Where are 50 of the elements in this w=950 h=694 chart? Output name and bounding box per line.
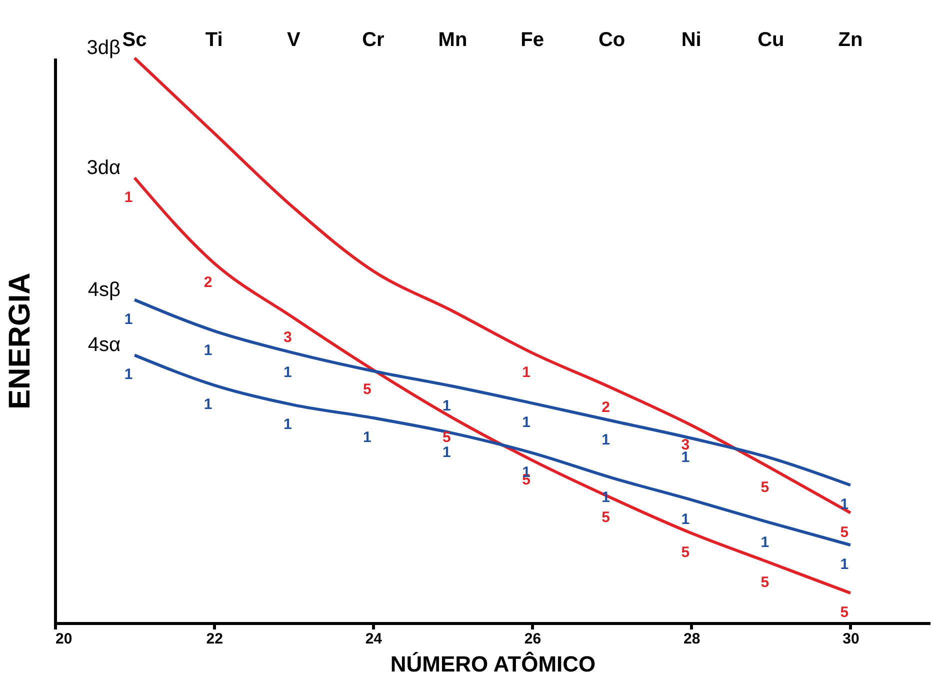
text: Sc: [122, 29, 147, 51]
text: Mn: [438, 29, 468, 51]
series-label: 4sα: [88, 334, 121, 356]
annotation: 2: [602, 398, 610, 416]
annotation: 5: [840, 524, 849, 541]
annotation: 1: [681, 510, 690, 528]
x-tick-label: 30: [842, 630, 860, 648]
text: Ti: [205, 29, 223, 51]
annotation: 1: [124, 188, 133, 206]
annotation: 1: [363, 428, 372, 446]
annotation: 1: [204, 342, 212, 359]
annotation: 1: [522, 364, 530, 381]
x-tick-label: 20: [56, 630, 72, 648]
text: Fe: [520, 29, 544, 51]
text: Zn: [838, 29, 863, 51]
annotation: 2: [204, 274, 212, 292]
x-axis-title: NÚMERO ATÔMICO: [390, 652, 596, 676]
series-label: 3dα: [86, 156, 121, 179]
x-tick-label: 22: [206, 630, 223, 648]
annotation: 5: [442, 428, 451, 446]
annotation: 1: [204, 396, 212, 414]
annotation: 5: [681, 544, 690, 562]
x-tick-label: 26: [524, 630, 542, 648]
annotation: 1: [760, 534, 770, 551]
annotation: 1: [124, 366, 133, 384]
y-axis-title: ENERGIA: [4, 272, 36, 410]
annotation: 5: [840, 604, 849, 622]
text: Cr: [362, 29, 385, 51]
annotation: 3: [283, 328, 292, 346]
text: Cu: [758, 29, 784, 51]
text: V: [286, 29, 301, 51]
annotation: 5: [760, 479, 770, 496]
text: Co: [598, 29, 626, 51]
annotation: 5: [602, 509, 610, 526]
x-tick-label: 24: [365, 630, 383, 648]
annotation: 1: [522, 414, 530, 432]
annotation: 1: [681, 449, 690, 466]
x-tick-label: 28: [684, 630, 700, 648]
annotation: 1: [283, 364, 292, 381]
annotation: 1: [442, 444, 451, 462]
annotation: 1: [283, 416, 292, 433]
annotation: 1: [442, 397, 451, 414]
annotation: 5: [760, 574, 770, 592]
annotation: 5: [363, 380, 372, 398]
series-label: 4sβ: [88, 278, 121, 301]
series-label: 3dβ: [86, 37, 121, 59]
annotation: 1: [602, 432, 610, 449]
annotation: 1: [124, 310, 133, 328]
text: Ni: [681, 29, 702, 51]
annotation: 1: [840, 556, 849, 574]
